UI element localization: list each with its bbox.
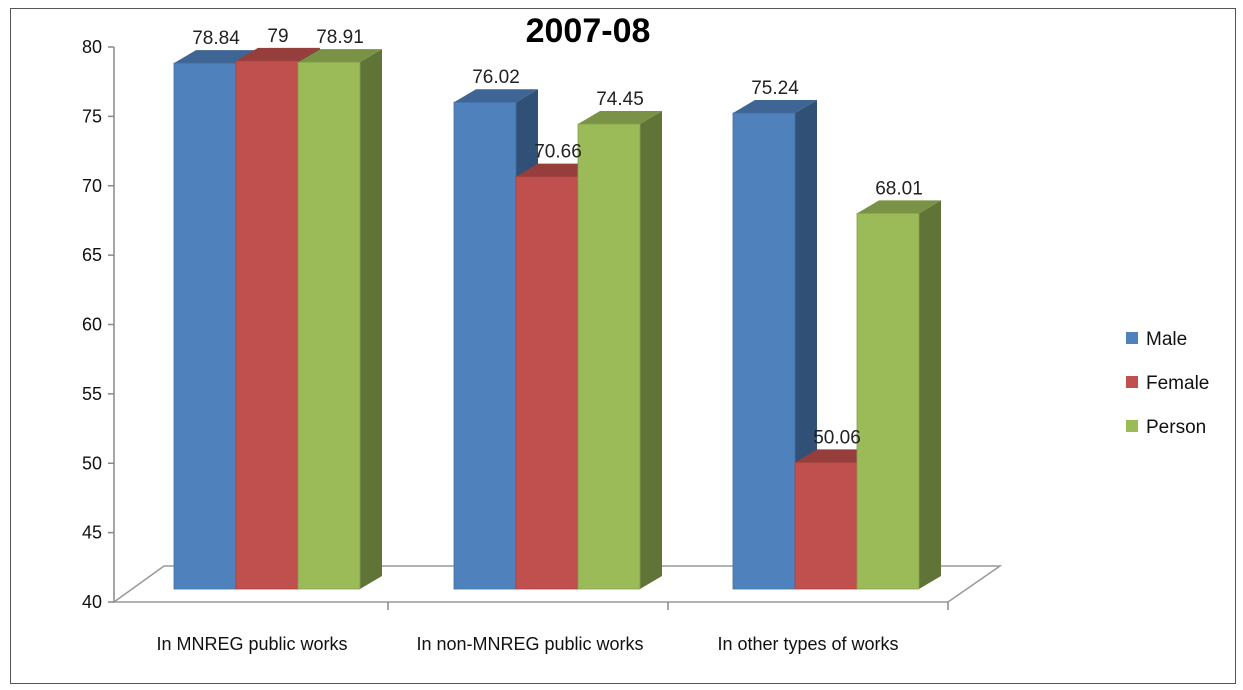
y-tick-label: 70 [82,176,102,196]
bar-side-face [640,111,662,589]
data-label: 50.06 [813,427,861,448]
y-tick-label: 65 [82,245,102,265]
bar-top-face [174,50,258,64]
legend-swatch [1126,332,1138,344]
y-tick-label: 75 [82,106,102,126]
legend-swatch [1126,420,1138,432]
data-label: 74.45 [596,89,644,110]
y-tick-label: 80 [82,37,102,57]
legend-swatch [1126,376,1138,388]
bar-front-face [794,462,858,590]
bar-top-face [857,200,941,214]
data-label: 70.66 [534,142,582,163]
x-category-label: In other types of works [717,634,898,654]
chart-bars [173,47,941,590]
chart-axis: 40 45 50 55 60 65 70 75 80 In MNREG public works I… [82,37,949,654]
bar-front-face [856,212,920,590]
legend-label: Male [1146,329,1187,350]
bar-front-face [453,101,517,590]
bar-top-face [578,111,662,125]
bar-front-face [732,112,796,590]
y-tick-label: 40 [82,592,102,612]
bar-top-face [236,47,320,61]
bar [856,200,941,590]
bar-side-face [360,49,382,589]
data-label: 76.02 [472,67,520,88]
bar-front-face [297,61,361,590]
y-tick-label: 55 [82,384,102,404]
bar [297,49,382,590]
bar-front-face [515,176,579,590]
bar-front-face [173,62,237,590]
bar-top-face [733,100,817,114]
bar-front-face [235,60,299,590]
chart-legend: Male Female Person [1126,329,1209,438]
bar-top-face [454,89,538,103]
legend-label: Person [1146,417,1206,438]
y-tick-label: 50 [82,453,102,473]
x-category-label: In MNREG public works [156,634,347,654]
data-label: 75.24 [751,78,799,99]
bar-top-face [298,49,382,63]
data-label: 78.84 [192,28,240,49]
data-label: 68.01 [875,178,923,199]
bar [732,100,817,590]
y-tick-label: 45 [82,523,102,543]
bar-front-face [577,123,641,590]
y-tick-label: 60 [82,315,102,335]
chart-data-labels: 78.84 79 78.91 76.02 70.66 74.45 75.24 50.06 68.… [192,26,923,449]
legend-label: Female [1146,373,1209,394]
chart-title: 2007-08 [526,12,651,50]
data-label: 78.91 [316,27,364,48]
bar [577,111,662,590]
data-label: 79 [267,26,288,47]
bar-side-face [919,200,941,589]
x-category-label: In non-MNREG public works [416,634,643,654]
